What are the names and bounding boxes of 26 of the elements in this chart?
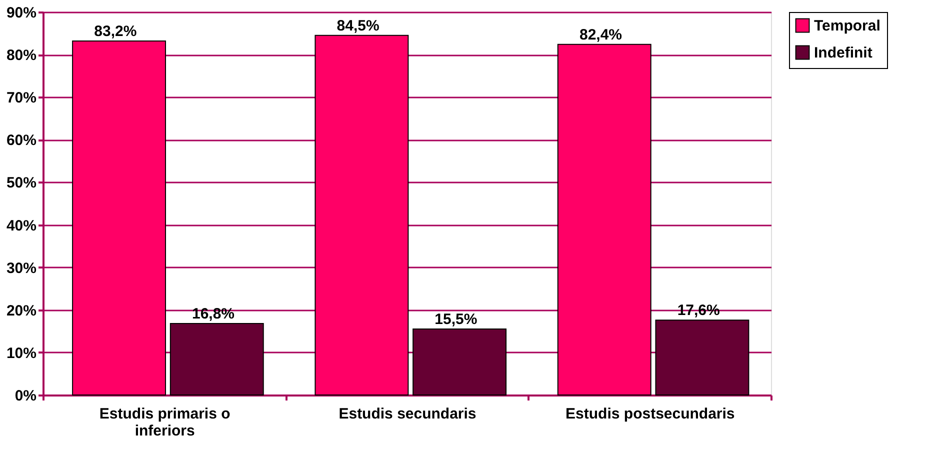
bar	[314, 34, 409, 396]
legend-label: Indefinit	[814, 44, 872, 62]
y-tick-label: 30%	[6, 260, 36, 277]
data-label: 82,4%	[579, 26, 622, 44]
x-tick-label: Estudis secundaris	[338, 406, 476, 422]
bar	[557, 44, 652, 396]
bar	[655, 320, 750, 396]
bar	[170, 323, 264, 396]
bar	[72, 40, 166, 396]
y-tick-label: 0%	[14, 388, 36, 404]
y-tick-label: 80%	[6, 47, 36, 64]
data-label: 15,5%	[434, 311, 478, 328]
data-label: 84,5%	[336, 17, 380, 34]
y-tick-label: 50%	[6, 174, 36, 192]
y-tick-label: 10%	[6, 344, 36, 362]
data-label: 16,8%	[192, 306, 235, 323]
x-tick-label: Estudis primaris o inferiors	[99, 406, 230, 440]
legend-label: Temporal	[814, 18, 880, 34]
y-tick-label: 60%	[6, 132, 36, 150]
y-tick-label: 40%	[6, 217, 36, 234]
y-tick-label: 20%	[6, 302, 36, 320]
y-tick-label: 90%	[6, 4, 36, 22]
bar	[412, 328, 507, 396]
data-label: 83,2%	[94, 22, 137, 40]
x-tick-label: Estudis postsecundaris	[566, 406, 735, 422]
y-tick-label: 70%	[6, 90, 36, 107]
